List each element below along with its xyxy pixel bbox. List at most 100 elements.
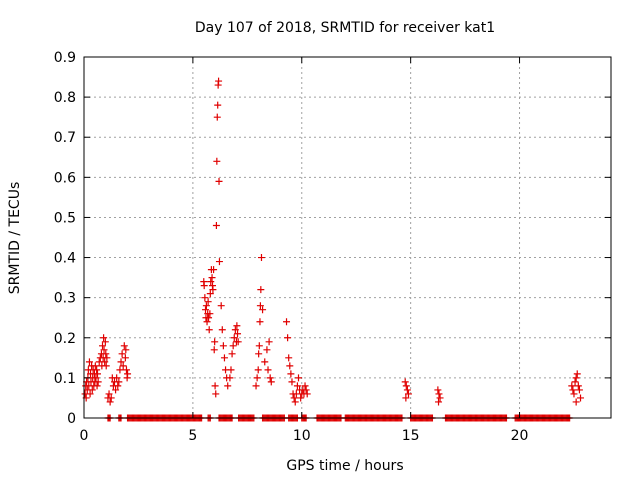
y-tick-label: 0.6 xyxy=(54,170,76,186)
data-point xyxy=(264,366,272,374)
data-point xyxy=(105,390,113,398)
data-point xyxy=(219,342,227,350)
data-point xyxy=(435,390,443,398)
data-point xyxy=(253,374,261,382)
data-point xyxy=(122,346,130,354)
y-axis-label: SRMTID / TECUs xyxy=(7,182,23,295)
grid-lines xyxy=(84,57,611,418)
data-point xyxy=(205,314,213,322)
data-point xyxy=(568,382,576,390)
data-point xyxy=(257,286,265,294)
x-tick-label: 5 xyxy=(188,428,197,444)
data-point xyxy=(93,382,101,390)
data-point xyxy=(211,338,219,346)
data-point xyxy=(229,342,237,350)
data-point xyxy=(205,326,213,334)
data-point xyxy=(286,362,294,370)
data-point xyxy=(213,113,221,121)
data-point xyxy=(210,266,218,274)
data-point xyxy=(204,298,212,306)
data-point xyxy=(115,378,123,386)
data-point xyxy=(283,318,291,326)
data-point xyxy=(266,374,274,382)
data-point xyxy=(117,358,125,366)
data-point xyxy=(303,390,311,398)
data-point xyxy=(214,101,222,109)
data-point xyxy=(575,386,583,394)
y-tick-label: 0.5 xyxy=(54,210,76,226)
data-point xyxy=(215,258,223,266)
data-point xyxy=(293,382,301,390)
data-point xyxy=(436,394,444,402)
data-point xyxy=(201,294,209,302)
x-tick-label: 15 xyxy=(402,428,420,444)
data-point xyxy=(88,386,96,394)
data-point xyxy=(255,350,263,358)
data-point xyxy=(224,382,232,390)
y-tick-label: 0.3 xyxy=(54,291,76,307)
y-tick-label: 0.1 xyxy=(54,371,76,387)
data-point xyxy=(100,334,108,342)
data-point xyxy=(230,334,238,342)
data-point xyxy=(122,366,130,374)
data-point xyxy=(234,338,242,346)
data-point xyxy=(212,390,220,398)
data-point xyxy=(297,394,305,402)
data-point xyxy=(234,330,242,338)
y-tick-label: 0.9 xyxy=(54,50,76,66)
data-point xyxy=(291,398,299,406)
data-point xyxy=(106,398,114,406)
data-point xyxy=(574,382,582,390)
data-point xyxy=(202,302,210,310)
data-point xyxy=(301,382,309,390)
data-point xyxy=(257,254,265,262)
data-point xyxy=(259,306,267,314)
data-point xyxy=(252,382,260,390)
data-point xyxy=(207,278,215,286)
data-point xyxy=(401,378,409,386)
data-point xyxy=(86,390,94,398)
data-point xyxy=(101,338,109,346)
data-point xyxy=(577,394,585,402)
data-point xyxy=(573,370,581,378)
data-point xyxy=(85,358,93,366)
plot-frame xyxy=(83,56,612,419)
data-point xyxy=(94,370,102,378)
data-point xyxy=(572,374,580,382)
x-tick-label: 10 xyxy=(293,428,311,444)
data-marks xyxy=(81,77,585,422)
x-tick-label: 20 xyxy=(511,428,529,444)
data-point xyxy=(402,394,410,402)
data-point xyxy=(256,318,264,326)
data-point xyxy=(101,358,109,366)
data-point xyxy=(302,386,310,394)
data-point xyxy=(572,398,580,406)
data-point xyxy=(206,290,214,298)
data-point xyxy=(284,334,292,342)
data-point xyxy=(120,342,128,350)
y-tick-label: 0.4 xyxy=(54,251,76,267)
data-point xyxy=(218,326,226,334)
data-point xyxy=(227,366,235,374)
data-point xyxy=(402,382,410,390)
data-point xyxy=(261,358,269,366)
data-point xyxy=(569,386,577,394)
data-point xyxy=(206,310,214,318)
data-point xyxy=(124,370,132,378)
y-tick-label: 0.2 xyxy=(54,331,76,347)
data-point xyxy=(203,318,211,326)
y-tick-label: 0 xyxy=(67,411,76,427)
data-point xyxy=(256,302,264,310)
data-point xyxy=(94,378,102,386)
data-point xyxy=(254,366,262,374)
data-point xyxy=(228,350,236,358)
data-point xyxy=(215,77,223,85)
data-point xyxy=(210,346,218,354)
data-point xyxy=(226,374,234,382)
x-axis-label: GPS time / hours xyxy=(286,458,403,474)
data-point xyxy=(202,306,210,314)
data-point xyxy=(100,346,108,354)
data-point xyxy=(211,382,219,390)
